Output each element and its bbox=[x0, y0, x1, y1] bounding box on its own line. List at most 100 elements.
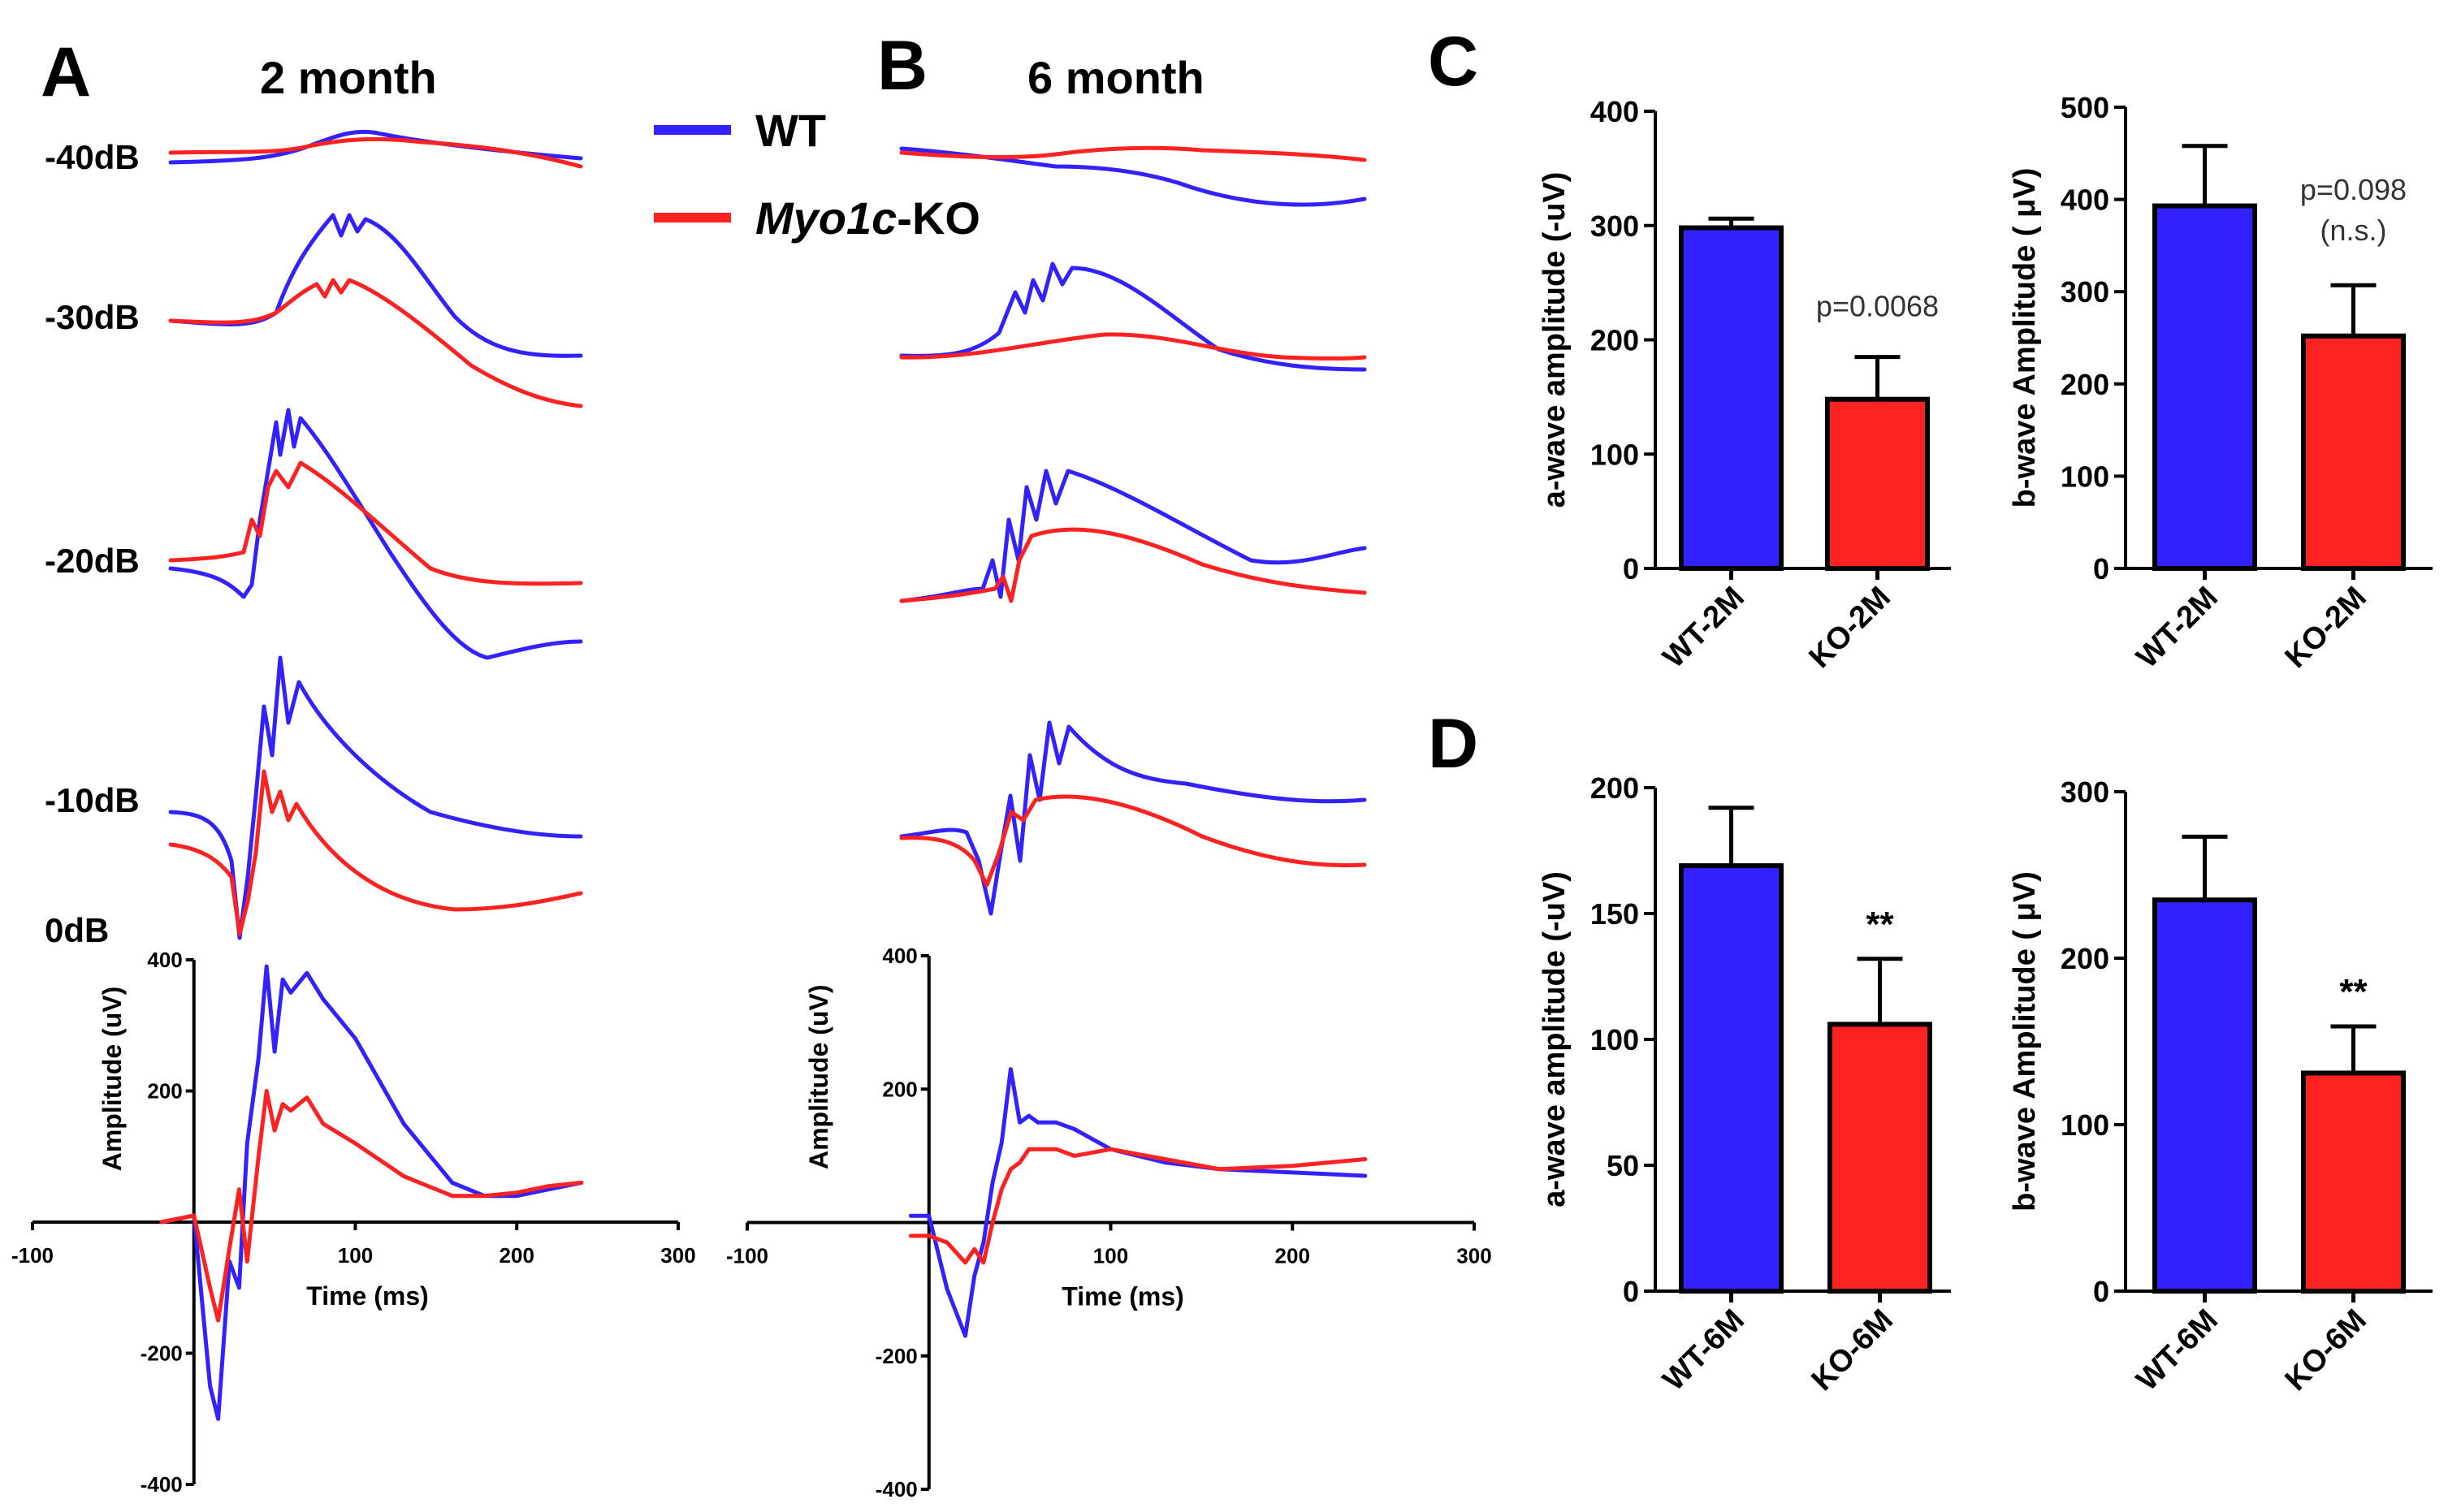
y-tick-label: 0 bbox=[2093, 1275, 2109, 1308]
b-40db-ko-trace bbox=[899, 145, 1367, 162]
y-tick-label: 0 bbox=[1623, 1275, 1639, 1308]
b-20db-wt-trace bbox=[899, 469, 1367, 603]
panel-a-title: 2 month bbox=[260, 52, 437, 103]
bar bbox=[2152, 203, 2257, 571]
y-tick-label: 400 bbox=[882, 944, 917, 968]
y-tick-label: 300 bbox=[1590, 210, 1639, 243]
panel-d-a-wave-bar-chart: 0 50 100 150 200 a-wave amplitude (-uV) WT-6M K… bbox=[1538, 771, 1951, 1398]
x-tick-label: -100 bbox=[11, 1243, 54, 1268]
x-axis-title: Time (ms) bbox=[1062, 1282, 1184, 1311]
y-axis-title: Amplitude (uV) bbox=[804, 984, 833, 1169]
y-tick-label: 0 bbox=[1623, 552, 1639, 585]
legend-wt-label: WT bbox=[755, 105, 826, 156]
panel-a-traces bbox=[168, 129, 583, 940]
panel-letter-c: C bbox=[1428, 23, 1478, 101]
y-tick-label: -200 bbox=[141, 1341, 183, 1366]
y-tick-label: 200 bbox=[2061, 368, 2109, 401]
ko-series-line bbox=[908, 1147, 1368, 1265]
p-value-annotation: p=0.0068 bbox=[1816, 290, 1939, 323]
bar bbox=[2301, 333, 2406, 571]
y-tick-label: -400 bbox=[141, 1472, 183, 1497]
x-category-label: KO-6M bbox=[1806, 1303, 1900, 1398]
y-tick-label: 150 bbox=[1590, 897, 1639, 931]
y-tick-label: 400 bbox=[1590, 95, 1639, 128]
y-tick-label: 100 bbox=[2061, 460, 2109, 493]
significance-note: (n.s.) bbox=[2320, 214, 2386, 247]
a-20db-ko-trace bbox=[168, 460, 583, 586]
y-tick-label: 0 bbox=[2093, 552, 2109, 585]
y-axis-title: b-wave Amplitude ( μV) bbox=[2008, 168, 2042, 508]
db-label-30: -30dB bbox=[45, 298, 140, 336]
y-tick-label: 100 bbox=[2061, 1108, 2109, 1142]
y-tick-label: 50 bbox=[1607, 1149, 1639, 1182]
x-category-label: WT-2M bbox=[2130, 581, 2225, 675]
a-10db-wt-trace bbox=[168, 655, 583, 940]
db-label-20: -20dB bbox=[45, 542, 140, 580]
bar bbox=[1825, 396, 1930, 571]
bar bbox=[1679, 863, 1784, 1294]
a-10db-ko-trace bbox=[168, 769, 583, 936]
p-value-annotation: p=0.098 bbox=[2300, 173, 2407, 206]
x-tick-label: 300 bbox=[660, 1243, 695, 1268]
y-tick-label: -400 bbox=[876, 1477, 918, 1501]
y-axis-title: Amplitude (uV) bbox=[97, 987, 127, 1172]
y-tick-label: 200 bbox=[147, 1079, 182, 1104]
x-category-label: WT-6M bbox=[2130, 1303, 2225, 1398]
x-category-label: KO-2M bbox=[1803, 581, 1897, 675]
x-tick-label: 100 bbox=[338, 1243, 373, 1268]
y-tick-label: 200 bbox=[882, 1077, 917, 1101]
b-30db-wt-trace bbox=[899, 261, 1367, 372]
y-tick-label: 300 bbox=[2061, 775, 2109, 809]
panel-letter-a: A bbox=[41, 33, 91, 111]
wt-series-line bbox=[908, 1067, 1368, 1338]
significance-stars: ** bbox=[2339, 972, 2368, 1012]
x-category-label: KO-2M bbox=[2279, 581, 2373, 675]
panel-a-0db-line-chart: -100 100 200 300 400 200 -200 -400 Time (ms) Ampl… bbox=[11, 948, 696, 1497]
x-category-label: WT-6M bbox=[1657, 1303, 1751, 1398]
y-tick-label: 300 bbox=[2061, 275, 2109, 309]
panel-c-b-wave-bar-chart: 0 100 200 300 400 500 b-wave Amplitude ( μV) WT… bbox=[2008, 91, 2433, 675]
x-tick-label: 200 bbox=[500, 1243, 534, 1268]
a-40db-wt-trace bbox=[168, 129, 583, 165]
panel-b-0db-line-chart: -100 100 200 300 400 200 -200 -400 Time (ms) Ampl… bbox=[726, 944, 1492, 1501]
bar bbox=[2152, 897, 2257, 1294]
y-tick-label: 400 bbox=[147, 948, 182, 972]
b-20db-ko-trace bbox=[899, 527, 1367, 603]
a-40db-ko-trace bbox=[168, 136, 583, 169]
db-label-0: 0dB bbox=[45, 911, 109, 949]
x-category-label: WT-2M bbox=[1657, 581, 1751, 675]
b-10db-ko-trace bbox=[899, 794, 1367, 888]
y-axis-title: a-wave amplitude (-uV) bbox=[1538, 871, 1572, 1207]
panel-letter-d: D bbox=[1428, 705, 1478, 783]
db-label-40: -40dB bbox=[45, 138, 140, 176]
panel-letter-b: B bbox=[877, 27, 928, 105]
bar bbox=[1679, 225, 1784, 571]
y-tick-label: 400 bbox=[2061, 184, 2109, 217]
legend-ko-label: Myo1c-KO bbox=[755, 192, 980, 244]
a-30db-wt-trace bbox=[168, 213, 583, 358]
db-label-10: -10dB bbox=[45, 781, 140, 819]
ko-series-line bbox=[159, 1089, 584, 1323]
a-30db-ko-trace bbox=[168, 278, 583, 408]
x-category-label: KO-6M bbox=[2279, 1303, 2373, 1398]
x-tick-label: 100 bbox=[1093, 1244, 1128, 1268]
panel-b-title: 6 month bbox=[1027, 52, 1205, 103]
y-tick-label: 200 bbox=[1590, 771, 1639, 805]
bar bbox=[1827, 1022, 1932, 1294]
panel-b-traces bbox=[899, 145, 1367, 916]
bar bbox=[2301, 1070, 2406, 1294]
y-tick-label: 200 bbox=[2061, 942, 2109, 975]
panel-c-a-wave-bar-chart: 0 100 200 300 400 a-wave amplitude (-uV) WT-2M… bbox=[1538, 95, 1951, 675]
legend: WT Myo1c-KO bbox=[654, 105, 980, 244]
y-axis-title: b-wave Amplitude ( μV) bbox=[2008, 871, 2042, 1212]
wt-series-line bbox=[159, 964, 584, 1421]
y-axis-title: a-wave amplitude (-uV) bbox=[1538, 172, 1572, 508]
x-tick-label: 200 bbox=[1275, 1244, 1310, 1268]
y-tick-label: 100 bbox=[1590, 1023, 1639, 1056]
legend-ko-suffix: -KO bbox=[897, 192, 980, 244]
legend-ko-italic: Myo1c bbox=[755, 192, 897, 244]
significance-stars: ** bbox=[1866, 905, 1894, 944]
x-tick-label: -100 bbox=[726, 1244, 768, 1268]
b-10db-wt-trace bbox=[899, 720, 1367, 916]
